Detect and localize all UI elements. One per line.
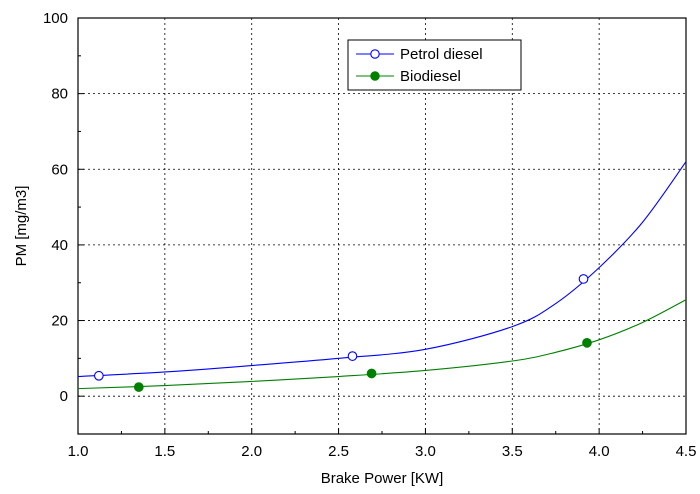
y-tick-label: 100 <box>43 10 68 27</box>
data-point-biodiesel <box>133 382 144 392</box>
y-tick-label: 0 <box>60 388 68 405</box>
x-tick-label: 2.5 <box>328 443 349 460</box>
y-axis-label: PM [mg/m3] <box>13 186 30 267</box>
series-line-petrol-diesel <box>77 161 687 378</box>
x-tick-label: 4.5 <box>676 443 697 460</box>
legend-marker-biodiesel <box>370 71 380 81</box>
y-tick-label: 40 <box>51 237 68 254</box>
y-tick-label: 60 <box>51 161 68 178</box>
y-tick-label: 20 <box>51 313 68 330</box>
data-point-biodiesel <box>366 368 377 379</box>
x-tick-label: 1.0 <box>68 443 89 460</box>
x-tick-label: 2.0 <box>241 443 262 460</box>
legend: Petrol diesel Biodiesel <box>347 39 522 91</box>
x-tick-label: 3.0 <box>415 443 436 460</box>
x-tick-label: 4.0 <box>589 443 610 460</box>
x-tick-label: 1.5 <box>154 443 175 460</box>
data-point-petrol-diesel <box>347 351 358 361</box>
legend-label-petrol-diesel: Petrol diesel <box>400 46 483 63</box>
legend-marker-petrol-diesel <box>370 49 380 59</box>
x-tick-label: 3.5 <box>502 443 523 460</box>
data-point-petrol-diesel <box>578 274 589 284</box>
axis-ticks: 1.0 1.5 2.0 2.5 3.0 3.5 4.0 4.5 0 20 40 60 80 100 <box>43 10 696 460</box>
legend-label-biodiesel: Biodiesel <box>400 68 461 85</box>
y-tick-label: 80 <box>51 86 68 103</box>
data-point-petrol-diesel <box>93 370 104 381</box>
data-point-biodiesel <box>582 338 592 348</box>
series-layer <box>77 161 687 392</box>
x-axis-label: Brake Power [KW] <box>321 470 444 487</box>
series-line-biodiesel <box>77 299 687 390</box>
grid-lines <box>78 18 686 434</box>
legend-box <box>347 39 522 91</box>
